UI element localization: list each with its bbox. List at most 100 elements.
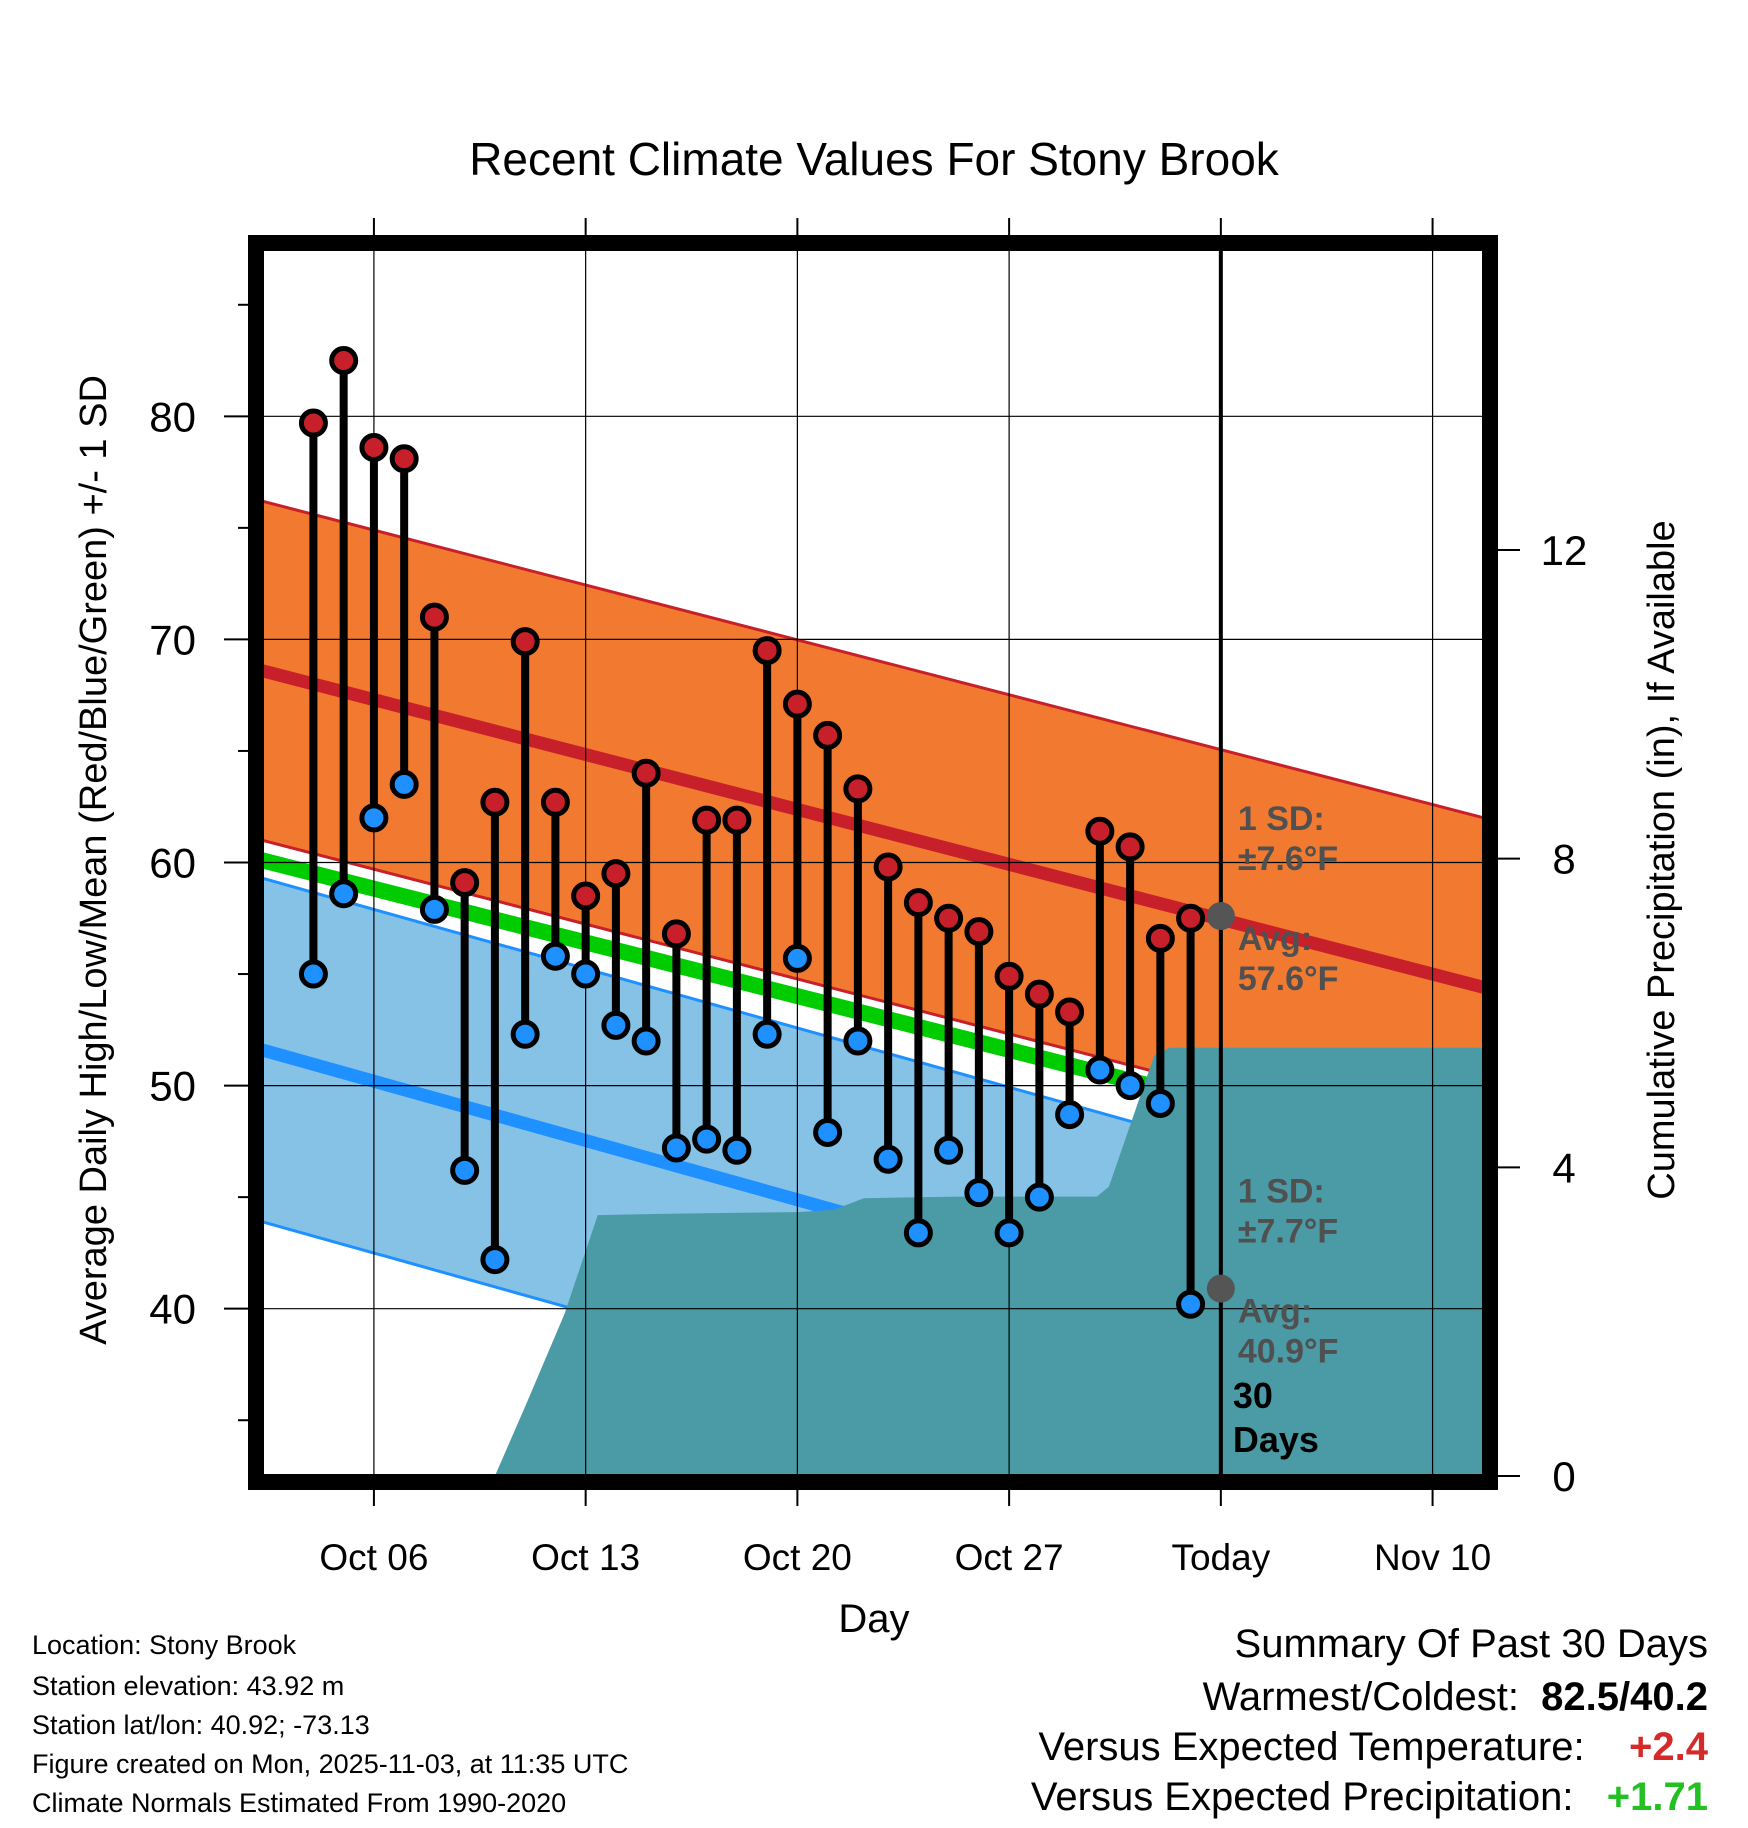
warm-cold-label: Warmest/Coldest: — [1202, 1675, 1519, 1719]
y-tick-label-40: 40 — [149, 1286, 196, 1333]
high-band-upper-edge — [262, 499, 1484, 820]
axes: Oct 06 Oct 13 Oct 20 Oct 27 Today Nov 1040506… — [149, 218, 1587, 1578]
plot-frame — [248, 235, 1498, 1490]
high-dot-4 — [389, 444, 419, 474]
chart-title: Recent Climate Values For Stony Brook — [469, 133, 1280, 185]
low-dot-12 — [631, 1026, 661, 1056]
low-dot-29 — [1145, 1088, 1175, 1118]
summary-precip: Versus Expected Precipitation: +1.71 — [1031, 1777, 1708, 1817]
low-dot-25 — [1024, 1182, 1054, 1212]
low-dot-9 — [540, 941, 570, 971]
temp-value: +2.4 — [1629, 1725, 1708, 1769]
low-dot-30 — [1176, 1289, 1206, 1319]
low-dot-8 — [510, 1019, 540, 1049]
low-dot-15 — [722, 1135, 752, 1165]
low-dot-16 — [752, 1019, 782, 1049]
precip-label: Versus Expected Precipitation: — [1030, 1775, 1574, 1819]
high-dot-9 — [540, 787, 570, 817]
low-dot-17 — [782, 943, 812, 973]
low-dot-19 — [843, 1026, 873, 1056]
high-dot-7 — [480, 787, 510, 817]
today-low-avg-marker — [1206, 1274, 1235, 1303]
high-dot-17 — [782, 689, 812, 719]
high-dot-8 — [510, 627, 540, 657]
low-sd-label: 1 SD: — [1238, 1173, 1325, 1211]
high-dot-29 — [1145, 923, 1175, 953]
precip-value: +1.71 — [1606, 1775, 1708, 1819]
high-dot-16 — [752, 636, 782, 666]
x-tick-label-4: Today — [1171, 1537, 1270, 1578]
y-tick-label-60: 60 — [149, 840, 196, 887]
high-dot-23 — [964, 917, 994, 947]
high-dot-11 — [601, 859, 631, 889]
high-dot-26 — [1055, 997, 1085, 1027]
low-avg-value: 40.9°F — [1238, 1333, 1339, 1371]
high-dot-6 — [450, 868, 480, 898]
high-dot-25 — [1024, 979, 1054, 1009]
high-sd-label: 1 SD: — [1238, 800, 1325, 838]
high-dot-18 — [813, 720, 843, 750]
low-avg-label: Avg: — [1238, 1293, 1312, 1331]
high-dot-5 — [419, 602, 449, 632]
high-dot-12 — [631, 758, 661, 788]
high-dot-1 — [298, 408, 328, 438]
low-dot-14 — [692, 1124, 722, 1154]
y2-tick-label-8: 8 — [1552, 836, 1575, 883]
low-dot-2 — [329, 879, 359, 909]
high-dot-13 — [661, 919, 691, 949]
low-dot-1 — [298, 959, 328, 989]
low-dot-28 — [1115, 1071, 1145, 1101]
footer-latlon: Station lat/lon: 40.92; -73.13 — [32, 1710, 370, 1740]
y2-tick-label-12: 12 — [1541, 527, 1588, 574]
y-tick-label-70: 70 — [149, 616, 196, 663]
x-tick-label-5: Nov 10 — [1374, 1537, 1491, 1578]
high-dot-15 — [722, 805, 752, 835]
high-dot-22 — [934, 903, 964, 933]
period-label-days: Days — [1233, 1419, 1319, 1460]
high-sd-value: ±7.6°F — [1238, 840, 1338, 878]
high-dot-24 — [994, 961, 1024, 991]
summary-temp: Versus Expected Temperature: +2.4 — [1038, 1727, 1708, 1767]
high-dot-30 — [1176, 903, 1206, 933]
high-dot-10 — [571, 881, 601, 911]
high-dot-21 — [903, 888, 933, 918]
warm-cold-value: 82.5/40.2 — [1541, 1675, 1708, 1719]
low-sd-value: ±7.7°F — [1238, 1213, 1338, 1251]
low-dot-7 — [480, 1245, 510, 1275]
x-tick-label-1: Oct 13 — [531, 1537, 640, 1578]
y2-tick-label-0: 0 — [1552, 1453, 1575, 1500]
x-tick-label-0: Oct 06 — [319, 1537, 428, 1578]
footer-elevation: Station elevation: 43.92 m — [32, 1671, 345, 1701]
y-tick-label-50: 50 — [149, 1063, 196, 1110]
low-dot-10 — [571, 959, 601, 989]
footer-created: Figure created on Mon, 2025-11-03, at 11… — [32, 1749, 629, 1779]
high-dot-28 — [1115, 832, 1145, 862]
low-dot-13 — [661, 1133, 691, 1163]
y-tick-label-80: 80 — [149, 393, 196, 440]
low-dot-4 — [389, 769, 419, 799]
y-axis-title: Average Daily High/Low/Mean (Red/Blue/Gr… — [73, 375, 115, 1345]
low-dot-18 — [813, 1117, 843, 1147]
high-avg-value: 57.6°F — [1238, 960, 1339, 998]
low-dot-20 — [873, 1144, 903, 1174]
high-dot-27 — [1085, 816, 1115, 846]
low-dot-5 — [419, 894, 449, 924]
high-avg-label: Avg: — [1238, 920, 1312, 958]
low-dot-11 — [601, 1010, 631, 1040]
summary-warm-cold: Warmest/Coldest: 82.5/40.2 — [1203, 1677, 1708, 1717]
low-dot-26 — [1055, 1100, 1085, 1130]
low-dot-6 — [450, 1155, 480, 1185]
data-marks — [298, 346, 1206, 1319]
x-tick-label-3: Oct 27 — [955, 1537, 1064, 1578]
high-dot-2 — [329, 346, 359, 376]
high-dot-19 — [843, 774, 873, 804]
temp-label: Versus Expected Temperature: — [1038, 1725, 1585, 1769]
period-label: 30 — [1233, 1375, 1273, 1416]
today-high-avg-marker — [1206, 902, 1235, 931]
y2-tick-label-4: 4 — [1552, 1144, 1575, 1191]
footer-normals: Climate Normals Estimated From 1990-2020 — [32, 1788, 567, 1818]
high-dot-14 — [692, 805, 722, 835]
high-dot-20 — [873, 852, 903, 882]
low-dot-23 — [964, 1178, 994, 1208]
